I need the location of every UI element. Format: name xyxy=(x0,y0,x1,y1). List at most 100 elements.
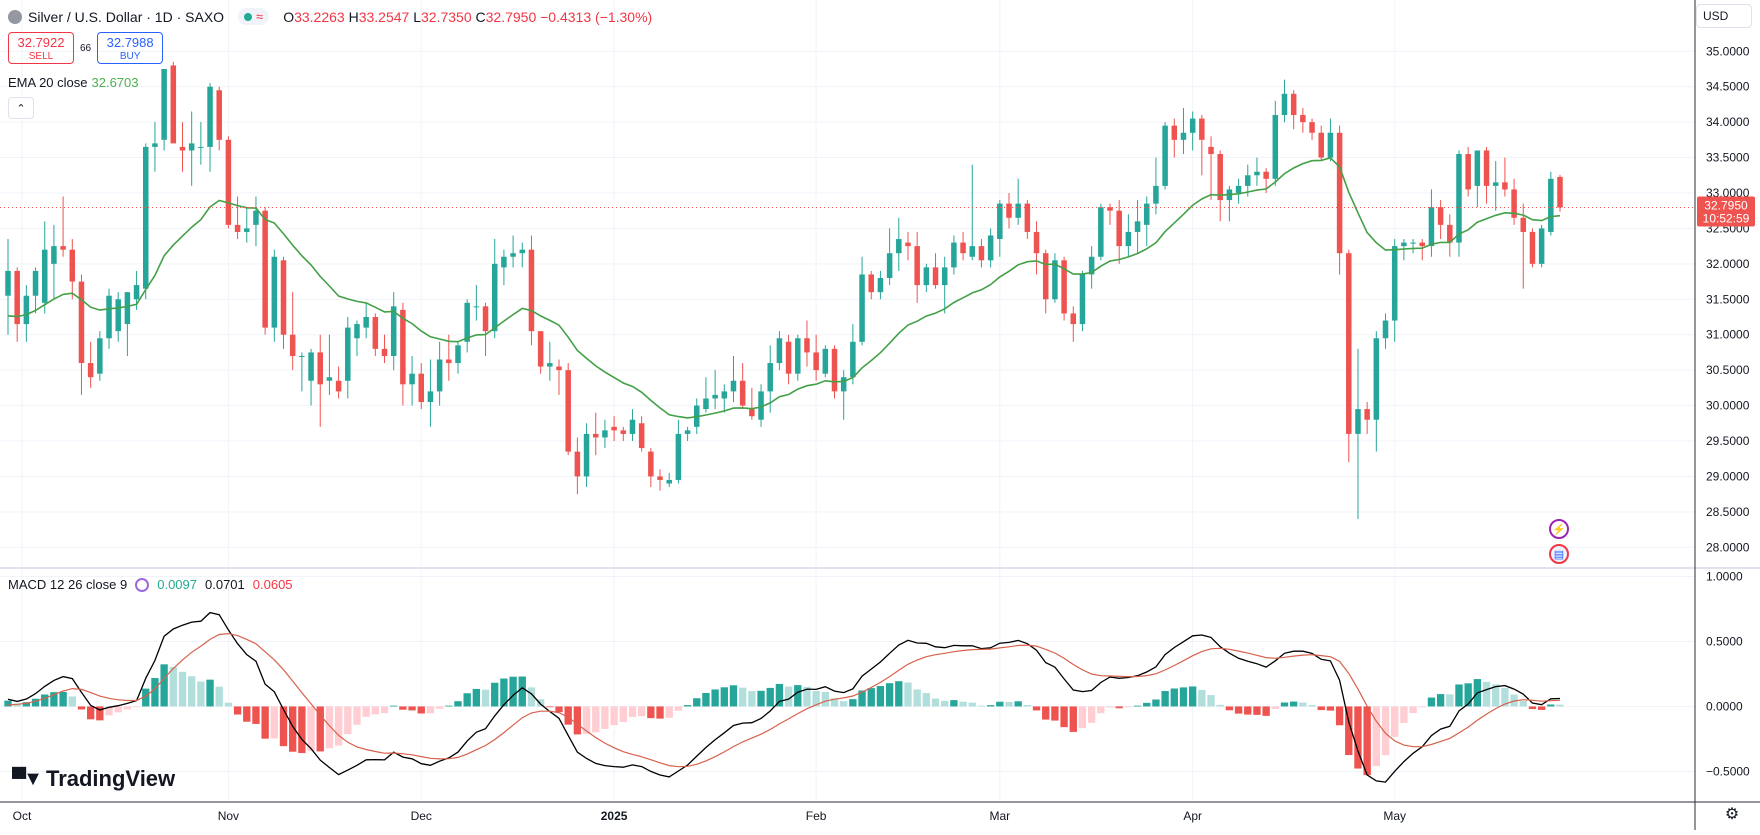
macd-histogram-bar xyxy=(803,686,811,707)
ema-legend-label: EMA 20 close xyxy=(8,75,88,90)
candle-body xyxy=(1235,185,1242,193)
candle-body xyxy=(152,143,158,147)
macd-histogram-bar xyxy=(160,664,168,707)
candle-body xyxy=(831,348,838,392)
candle-body xyxy=(1143,203,1150,225)
last-price-value: 32.7950 xyxy=(1704,199,1748,213)
macd-histogram-bar xyxy=(252,706,260,724)
candle-body xyxy=(1245,175,1251,186)
candle-body xyxy=(1217,154,1223,201)
flash-icon[interactable]: ⚡ xyxy=(1549,519,1569,539)
trade-buttons: 32.7922 SELL 66 32.7988 BUY xyxy=(8,32,164,64)
candle-body xyxy=(253,210,259,225)
macd-histogram-bar xyxy=(1060,706,1068,728)
symbol-title[interactable]: Silver / U.S. Dollar · 1D · SAXO xyxy=(28,8,225,25)
macd-histogram-bar xyxy=(1290,701,1298,707)
refresh-icon[interactable] xyxy=(135,577,150,592)
macd-histogram-bar xyxy=(1547,704,1555,707)
us-flag-icon[interactable]: ▤ xyxy=(1549,544,1569,564)
macd-histogram-bar xyxy=(1436,694,1445,707)
collapse-legend-button[interactable]: ⌃ xyxy=(8,97,34,119)
macd-histogram-bar xyxy=(1253,706,1261,715)
macd-histogram-bar xyxy=(59,691,67,707)
bar-countdown: 10:52:59 xyxy=(1703,212,1750,226)
candle-body xyxy=(1171,125,1178,140)
macd-histogram-bar xyxy=(1409,706,1417,714)
macd-histogram-bar xyxy=(151,678,159,707)
macd-legend[interactable]: MACD 12 26 close 9 0.0097 0.0701 0.0605 xyxy=(8,577,293,592)
macd-histogram-bar xyxy=(197,681,205,707)
ema-legend[interactable]: EMA 20 close 32.6703 xyxy=(8,75,139,90)
candle-body xyxy=(620,430,627,434)
macd-histogram-bar xyxy=(86,706,95,720)
macd-histogram-bar xyxy=(904,682,912,707)
ohlc-high: 33.2547 xyxy=(358,8,410,25)
macd-line xyxy=(7,611,1561,783)
sell-button[interactable]: 32.7922 SELL xyxy=(8,32,74,64)
macd-histogram-bar xyxy=(1345,706,1353,756)
candle-body xyxy=(1483,150,1490,186)
macd-histogram-bar xyxy=(1492,684,1500,707)
macd-histogram-bar xyxy=(13,703,21,707)
candle-body xyxy=(409,373,415,385)
macd-histogram-bar xyxy=(105,706,113,716)
candle-body xyxy=(730,380,737,392)
candle-body xyxy=(335,380,342,392)
candle-body xyxy=(1116,210,1122,247)
candle-body xyxy=(1290,93,1297,116)
macd-histogram-bar xyxy=(500,678,508,707)
buy-button[interactable]: 32.7988 BUY xyxy=(97,32,164,64)
tradingview-logo[interactable]: ▀▼ TradingView xyxy=(12,766,175,792)
macd-histogram-bar xyxy=(766,687,774,707)
currency-selector[interactable]: USD xyxy=(1696,4,1752,28)
candle-body xyxy=(1318,132,1324,158)
ohlc-change: −0.4313 (−1.30%) xyxy=(540,8,653,25)
macd-histogram-bar xyxy=(472,688,481,707)
candle-body xyxy=(905,242,911,247)
macd-histogram-bar xyxy=(1225,706,1234,711)
candle-body xyxy=(1098,207,1104,257)
candle-body xyxy=(60,246,66,250)
brand-name: TradingView xyxy=(45,766,176,791)
candle-body xyxy=(1024,203,1031,232)
candle-body xyxy=(969,246,976,257)
macd-histogram-bar xyxy=(243,706,251,722)
gear-icon[interactable]: ⚙ xyxy=(1724,806,1740,823)
macd-histogram-bar xyxy=(665,706,673,718)
price-axis-tick-label: 29.0000 xyxy=(1706,469,1750,483)
price-axis-tick-label: 31.5000 xyxy=(1706,292,1750,306)
macd-histogram-bar xyxy=(1143,702,1151,707)
candle-body xyxy=(1447,224,1453,243)
candle-body xyxy=(1419,242,1426,247)
candle-body xyxy=(133,285,140,300)
candle-body xyxy=(1391,246,1398,321)
candle-body xyxy=(207,86,213,147)
macd-histogram-bar xyxy=(683,705,692,707)
macd-histogram-bar xyxy=(1069,706,1077,732)
macd-histogram-bar xyxy=(637,706,646,717)
candle-body xyxy=(684,430,691,434)
candle-body xyxy=(1502,182,1508,190)
candle-body xyxy=(23,295,30,325)
macd-histogram-bar xyxy=(187,676,196,707)
candle-body xyxy=(1456,154,1462,243)
macd-histogram-bar xyxy=(1234,706,1243,714)
candle-body xyxy=(648,451,654,477)
market-status-pill[interactable]: ≈ xyxy=(238,8,270,25)
macd-axis-tick-label: 0.0000 xyxy=(1706,699,1743,713)
macd-histogram-bar xyxy=(169,666,177,707)
candle-body xyxy=(629,419,636,434)
macd-histogram-bar xyxy=(1207,695,1215,707)
candle-body xyxy=(721,391,728,399)
candle-body xyxy=(932,267,939,286)
last-price-tag[interactable] xyxy=(1697,196,1755,227)
macd-histogram-bar xyxy=(1161,691,1169,707)
candle-body xyxy=(1006,203,1012,218)
macd-legend-label: MACD 12 26 close 9 xyxy=(8,577,128,592)
macd-histogram-bar xyxy=(509,676,517,707)
candle-body xyxy=(1346,253,1352,434)
macd-histogram-bar xyxy=(1427,697,1436,707)
ema-line xyxy=(7,156,1561,419)
